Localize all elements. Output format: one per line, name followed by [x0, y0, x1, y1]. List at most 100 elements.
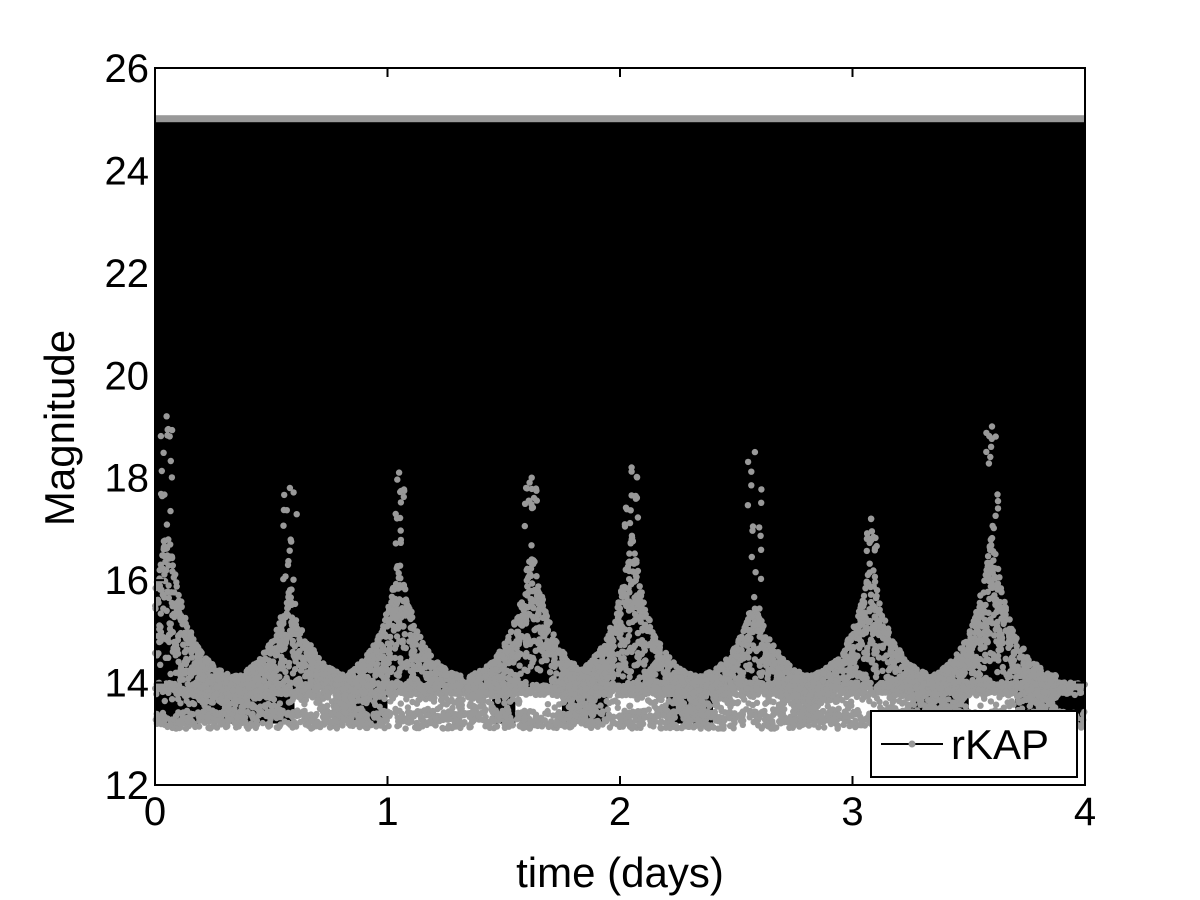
- data-point: [265, 723, 272, 730]
- data-point: [296, 630, 304, 637]
- data-point: [523, 577, 530, 584]
- data-point: [387, 633, 394, 641]
- data-point: [393, 515, 401, 522]
- data-point: [286, 484, 294, 492]
- data-point: [205, 685, 212, 693]
- data-point: [514, 615, 521, 622]
- data-point: [337, 700, 345, 707]
- data-point: [535, 607, 542, 614]
- data-point: [389, 586, 396, 593]
- data-point: [189, 699, 196, 707]
- data-point: [368, 652, 376, 659]
- data-point: [311, 650, 318, 657]
- data-point: [402, 644, 409, 652]
- data-point: [1067, 685, 1075, 693]
- data-point: [423, 670, 430, 677]
- data-point: [528, 542, 535, 549]
- data-point: [551, 684, 558, 691]
- data-point: [606, 724, 614, 731]
- data-point: [544, 701, 552, 708]
- data-point: [174, 695, 182, 703]
- data-point: [306, 670, 313, 677]
- data-point: [213, 717, 220, 724]
- data-point: [171, 589, 178, 596]
- data-point: [182, 615, 189, 622]
- data-point: [541, 717, 548, 724]
- data-point: [262, 690, 269, 698]
- data-point: [441, 682, 449, 690]
- data-point: [166, 630, 174, 638]
- data-point: [395, 469, 403, 476]
- data-point: [287, 536, 294, 543]
- data-point: [155, 650, 162, 657]
- data-point: [183, 635, 190, 642]
- data-point: [280, 522, 287, 529]
- data-point: [383, 710, 390, 718]
- data-point: [404, 601, 411, 609]
- data-point: [299, 655, 307, 663]
- data-point: [169, 681, 176, 689]
- data-point: [369, 677, 376, 684]
- data-point: [164, 588, 172, 595]
- plot-area: [151, 67, 1089, 786]
- data-point: [250, 702, 258, 710]
- data-point: [519, 603, 527, 611]
- data-point: [425, 651, 432, 658]
- data-point: [281, 644, 288, 651]
- data-point: [156, 625, 163, 633]
- data-point: [194, 693, 201, 701]
- data-point: [204, 657, 212, 664]
- data-point: [239, 709, 246, 716]
- data-point: [417, 712, 424, 719]
- data-point: [453, 717, 460, 724]
- data-point: [325, 689, 332, 697]
- data-point: [284, 561, 292, 569]
- data-point: [272, 652, 280, 659]
- data-point: [821, 724, 828, 731]
- data-point: [292, 658, 299, 665]
- data-point: [307, 642, 314, 649]
- data-point: [206, 725, 213, 732]
- data-point: [538, 593, 546, 601]
- data-point: [378, 654, 385, 662]
- data-point: [409, 637, 417, 644]
- data-point: [394, 476, 401, 483]
- data-point: [537, 691, 544, 698]
- data-point: [618, 713, 625, 720]
- data-point: [172, 712, 180, 720]
- data-point: [160, 449, 167, 456]
- data-point: [398, 638, 405, 645]
- data-point: [283, 507, 290, 514]
- data-point: [223, 697, 230, 705]
- data-point: [182, 660, 190, 668]
- data-point: [487, 718, 495, 726]
- data-point: [388, 599, 395, 606]
- data-point: [266, 641, 274, 648]
- data-point: [184, 681, 191, 688]
- data-point: [281, 491, 288, 499]
- data-point: [379, 684, 387, 691]
- data-point: [402, 586, 409, 593]
- data-point: [378, 672, 385, 679]
- data-point: [348, 686, 355, 693]
- data-point: [419, 644, 427, 651]
- data-point: [444, 712, 452, 719]
- data-point: [183, 707, 191, 714]
- data-point: [168, 599, 176, 607]
- data-point: [488, 700, 495, 708]
- data-point: [194, 652, 201, 660]
- data-point: [410, 622, 417, 630]
- data-point: [621, 707, 628, 714]
- data-point: [875, 689, 882, 696]
- data-point: [395, 672, 402, 679]
- data-point: [467, 673, 474, 680]
- data-point: [163, 545, 171, 552]
- data-point: [314, 721, 322, 728]
- data-point: [395, 574, 402, 582]
- data-point: [385, 646, 393, 653]
- data-point: [181, 649, 189, 656]
- data-point: [397, 700, 404, 707]
- data-point: [397, 527, 404, 534]
- data-point: [265, 657, 273, 664]
- data-point: [290, 576, 297, 583]
